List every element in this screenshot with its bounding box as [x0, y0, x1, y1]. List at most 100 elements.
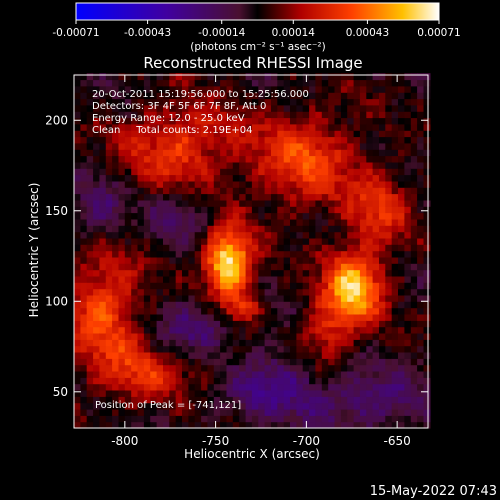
heatmap-cell — [334, 199, 342, 207]
heatmap-cell — [112, 364, 120, 372]
heatmap-cell — [277, 409, 285, 416]
heatmap-cell — [353, 371, 361, 378]
heatmap-cell — [251, 73, 259, 81]
heatmap-cell — [80, 136, 88, 144]
heatmap-cell — [283, 92, 291, 100]
heatmap-cell — [169, 206, 177, 214]
heatmap-cell — [188, 117, 196, 125]
heatmap-cell — [410, 364, 418, 372]
heatmap-cell — [112, 218, 120, 226]
heatmap-cell — [321, 168, 329, 176]
heatmap-cell — [258, 282, 266, 290]
heatmap-cell — [99, 117, 107, 125]
heatmap-cell — [175, 187, 183, 195]
heatmap-cell — [398, 371, 405, 378]
heatmap-cell — [239, 250, 247, 258]
heatmap-cell — [80, 320, 88, 328]
heatmap-cell — [372, 111, 380, 119]
heatmap-cell — [309, 155, 317, 163]
heatmap-cell — [277, 358, 285, 366]
heatmap-cell — [80, 155, 88, 163]
heatmap-cell — [220, 206, 228, 214]
heatmap-cell — [379, 218, 386, 226]
heatmap-cell — [232, 98, 240, 106]
heatmap-cell — [359, 79, 367, 87]
heatmap-cell — [150, 130, 158, 138]
heatmap-cell — [283, 377, 291, 385]
heatmap-cell — [328, 250, 336, 258]
heatmap-cell — [296, 73, 304, 81]
heatmap-cell — [309, 383, 317, 391]
heatmap-cell — [86, 269, 94, 277]
heatmap-cell — [309, 92, 317, 100]
heatmap-cell — [264, 168, 272, 176]
heatmap-cell — [118, 161, 126, 169]
heatmap-cell — [277, 390, 285, 397]
heatmap-cell — [404, 85, 412, 93]
heatmap-cell — [169, 85, 177, 93]
heatmap-cell — [359, 155, 367, 163]
heatmap-cell — [86, 123, 94, 131]
heatmap-cell — [302, 168, 310, 176]
heatmap-cell — [74, 250, 81, 258]
heatmap-cell — [207, 174, 215, 182]
heatmap-cell — [277, 155, 285, 163]
heatmap-cell — [93, 301, 101, 309]
heatmap-cell — [404, 352, 412, 359]
heatmap-cell — [80, 231, 88, 239]
heatmap-cell — [169, 250, 177, 258]
heatmap-cell — [207, 275, 215, 283]
heatmap-cell — [423, 269, 431, 277]
heatmap-cell — [366, 263, 374, 271]
heatmap-cell — [309, 345, 317, 353]
heatmap-cell — [156, 301, 164, 309]
heatmap-cell — [379, 256, 386, 264]
heatmap-cell — [201, 402, 209, 410]
heatmap-cell — [220, 85, 228, 93]
heatmap-cell — [309, 111, 317, 119]
colorbar-gradient — [75, 2, 440, 21]
heatmap-cell — [213, 111, 221, 119]
heatmap-cell — [366, 301, 374, 309]
heatmap-cell — [347, 199, 355, 207]
heatmap-cell — [188, 206, 196, 214]
heatmap-cell — [372, 231, 380, 239]
heatmap-cell — [309, 168, 317, 176]
heatmap-cell — [251, 117, 259, 125]
heatmap-cell — [213, 256, 221, 264]
heatmap-cell — [137, 79, 145, 87]
heatmap-cell — [156, 409, 164, 416]
heatmap-cell — [182, 415, 189, 423]
heatmap-cell — [213, 275, 221, 283]
heatmap-cell — [423, 187, 431, 195]
heatmap-cell — [251, 136, 259, 144]
heatmap-cell — [112, 111, 120, 119]
heatmap-cell — [220, 339, 228, 347]
heatmap-cell — [80, 117, 88, 125]
heatmap-cell — [340, 218, 348, 226]
heatmap-cell — [353, 256, 361, 264]
heatmap-cell — [321, 155, 329, 163]
heatmap-cell — [264, 218, 272, 226]
heatmap-cell — [404, 225, 412, 233]
heatmap-cell — [118, 180, 126, 188]
heatmap-cell — [347, 415, 355, 423]
heatmap-cell — [410, 250, 418, 258]
heatmap-cell — [417, 136, 425, 144]
heatmap-cell — [182, 256, 189, 264]
heatmap-cell — [226, 111, 234, 119]
heatmap-cell — [245, 193, 253, 201]
heatmap-cell — [296, 123, 304, 131]
heatmap-cell — [143, 320, 151, 328]
heatmap-cell — [251, 415, 259, 423]
heatmap-cell — [271, 123, 278, 131]
heatmap-cell — [353, 142, 361, 150]
heatmap-cell — [143, 275, 151, 283]
heatmap-cell — [188, 187, 196, 195]
heatmap-cell — [385, 73, 393, 81]
heatmap-cell — [423, 383, 431, 391]
heatmap-cell — [372, 92, 380, 100]
heatmap-cell — [226, 92, 234, 100]
heatmap-cell — [410, 149, 418, 157]
heatmap-cell — [80, 206, 88, 214]
